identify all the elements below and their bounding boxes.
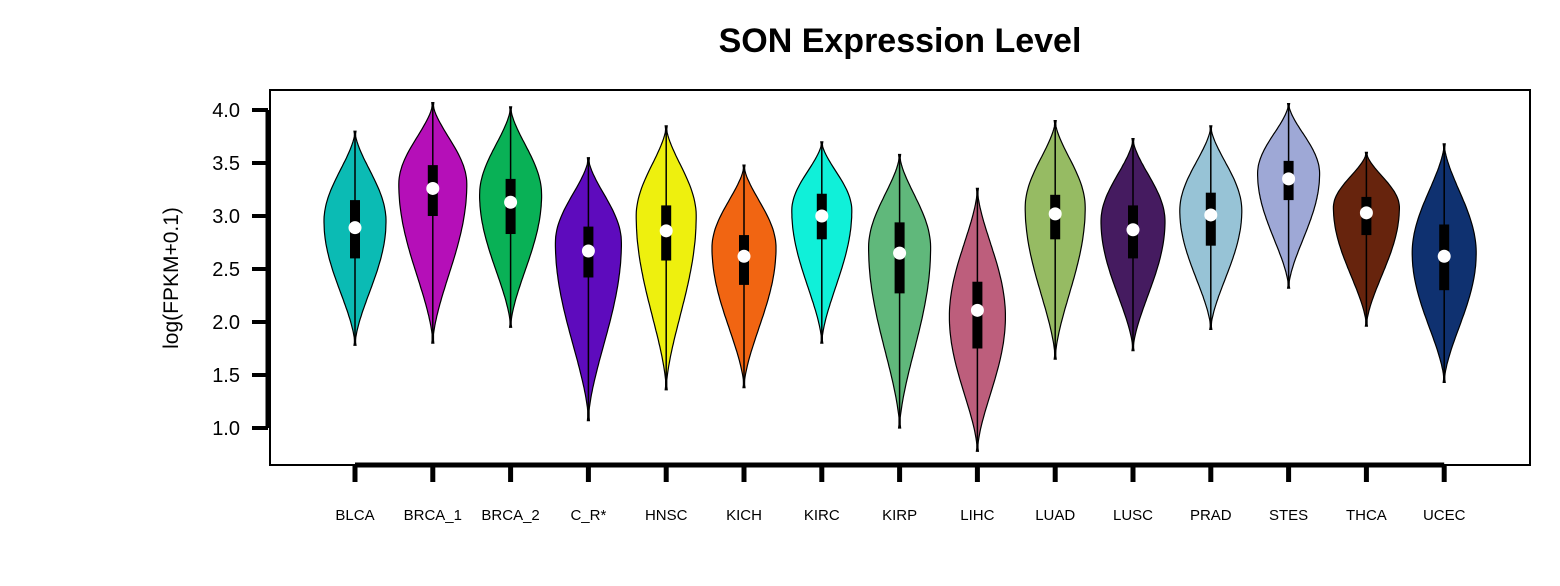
violin-median-point <box>504 195 518 209</box>
x-tick-label: C_R* <box>570 507 606 524</box>
violin-median-point <box>1359 206 1373 220</box>
violin-median-point <box>737 249 751 263</box>
y-tick-label: 2.0 <box>212 312 240 334</box>
x-tick-label: KICH <box>726 507 762 524</box>
chart-title: SON Expression Level <box>718 22 1082 60</box>
y-tick-label: 1.0 <box>212 418 240 440</box>
y-tick-label: 3.5 <box>212 153 240 175</box>
x-tick-label: BLCA <box>335 507 374 524</box>
violin-BRCA_1 <box>398 101 468 344</box>
violin-THCA <box>1332 151 1401 327</box>
violin-STES <box>1256 102 1321 289</box>
y-axis-label: log(FPKM+0.1) <box>160 207 183 349</box>
violin-median-point <box>1126 223 1140 237</box>
violin-LUSC <box>1100 138 1166 352</box>
violin-median-point <box>970 303 984 317</box>
x-tick-label: KIRP <box>882 507 917 524</box>
violin-LUAD <box>1024 119 1086 360</box>
violin-median-point <box>815 209 829 223</box>
violin-median-point <box>581 244 595 258</box>
violin-median-point <box>659 224 673 238</box>
violin-HNSC <box>635 125 697 391</box>
x-tick-label: KIRC <box>804 507 840 524</box>
violin-median-point <box>1437 249 1451 263</box>
y-tick-label: 4.0 <box>212 100 240 122</box>
violin-KIRP <box>867 153 932 429</box>
x-tick-label: PRAD <box>1190 507 1232 524</box>
violin-median-point <box>348 221 362 235</box>
x-axis: BLCA BRCA_1 BRCA_2 C_R* HNSC KICH KIRC KIRP LIHC… <box>335 462 1466 524</box>
violin-PRAD <box>1179 125 1243 330</box>
violin-median-point <box>1204 208 1218 222</box>
violin-median-point <box>1282 172 1296 186</box>
x-tick-label: UCEC <box>1423 507 1466 524</box>
violin-median-point <box>893 246 907 260</box>
x-tick-label: LUAD <box>1035 507 1075 524</box>
violin-KICH <box>711 164 777 389</box>
violin-median-point <box>426 181 440 195</box>
violin-BLCA <box>323 130 387 346</box>
violin-UCEC <box>1411 143 1477 383</box>
violins <box>323 101 1477 452</box>
x-tick-label: STES <box>1269 507 1308 524</box>
x-tick-label: HNSC <box>645 507 688 524</box>
violin-C_R* <box>554 157 623 422</box>
x-tick-label: BRCA_2 <box>481 507 539 524</box>
x-tick-label: LUSC <box>1113 507 1153 524</box>
violin-KIRC <box>791 141 853 344</box>
y-tick-label: 1.5 <box>212 365 240 387</box>
y-tick-label: 2.5 <box>212 259 240 281</box>
x-tick-label: BRCA_1 <box>404 507 462 524</box>
violin-BRCA_2 <box>479 106 543 328</box>
x-tick-label: THCA <box>1346 507 1387 524</box>
y-tick-label: 3.0 <box>212 206 240 228</box>
y-axis: 1.0 1.5 2.0 2.5 3.0 3.5 4.0 <box>212 100 271 440</box>
violin-LIHC <box>948 187 1007 452</box>
x-tick-label: LIHC <box>960 507 994 524</box>
violin-median-point <box>1048 207 1062 221</box>
